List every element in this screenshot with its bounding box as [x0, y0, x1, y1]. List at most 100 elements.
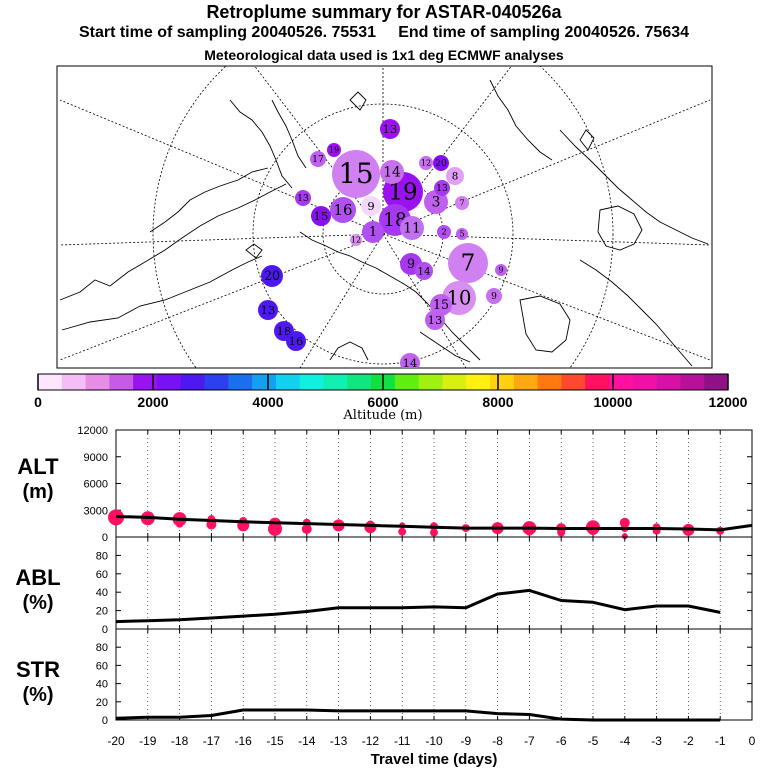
cluster-circle: [495, 264, 507, 276]
colorbar-swatch: [442, 374, 467, 390]
cluster-circle: [332, 150, 380, 198]
map-cluster: 15: [311, 206, 331, 226]
panel-ytick-label: 12000: [77, 425, 108, 437]
map-cluster: 7: [455, 196, 469, 210]
cluster-circle: [327, 143, 341, 157]
map-cluster: 13: [295, 190, 311, 206]
colorbar-swatch: [394, 374, 420, 390]
alt-data-point: [301, 523, 312, 534]
cluster-circle: [295, 190, 311, 206]
cluster-circle: [361, 196, 381, 216]
colorbar-swatch: [656, 374, 681, 390]
panel-ytick-label: 40: [96, 679, 108, 691]
map-cluster: 5: [456, 228, 468, 240]
cluster-circle: [380, 119, 400, 139]
cluster-label: 20: [264, 268, 280, 283]
colorbar-swatch: [585, 374, 610, 390]
map-cluster: 2: [437, 225, 451, 239]
alt-data-point: [557, 528, 566, 537]
map-cluster: 1: [362, 221, 384, 243]
cluster-label: 9: [498, 265, 503, 274]
panel-ytick-label: 80: [96, 550, 108, 562]
cluster-label: 13: [428, 313, 443, 327]
colorbar-tick-label: 12000: [709, 394, 748, 410]
x-axis-label: Travel time (days): [371, 751, 498, 768]
colorbar-swatch: [299, 374, 325, 390]
colorbar-swatch: [513, 374, 539, 390]
map-cluster: 9: [495, 264, 507, 276]
x-tick-label: -17: [203, 734, 221, 748]
cluster-circle: [433, 155, 449, 171]
cluster-circle: [448, 243, 488, 283]
cluster-label: 13: [297, 193, 309, 204]
colorbar-tick-label: 0: [34, 394, 42, 410]
colorbar-swatch: [418, 374, 443, 390]
cluster-label: 18: [277, 324, 292, 338]
cluster-label: 1: [369, 224, 377, 239]
cluster-circle: [400, 353, 420, 368]
cluster-circle: [286, 331, 306, 351]
map-cluster: 14: [415, 262, 433, 280]
panel-unit: (%): [22, 684, 53, 706]
cluster-circle: [362, 221, 384, 243]
panel-ytick-label: 20: [96, 606, 108, 618]
colorbar-tick-label: 10000: [594, 394, 633, 410]
map-cluster: 17: [310, 151, 326, 167]
panel-series-line: [115, 588, 721, 624]
x-tick-label: -10: [425, 734, 443, 748]
cluster-label: 16: [289, 334, 304, 348]
cluster-label: 17: [312, 154, 324, 165]
cluster-label: 7: [459, 199, 464, 208]
map-cluster: 19: [327, 143, 341, 157]
colorbar-swatch: [109, 374, 134, 390]
panel-ytick-label: 80: [96, 642, 108, 654]
x-tick-label: -5: [588, 734, 599, 748]
polar-map: 1519181431611191513171920128137137101513…: [56, 65, 713, 370]
cluster-circle: [419, 156, 433, 170]
cluster-circle: [446, 167, 464, 185]
sampling-times: Start time of sampling 20040526. 75531 E…: [78, 24, 690, 41]
colorbar-tick-label: 2000: [137, 394, 168, 410]
x-tick-label: -1: [715, 734, 726, 748]
map-cluster: 13: [258, 300, 278, 320]
panel-ytick-label: 9000: [84, 452, 108, 464]
cluster-label: 14: [403, 356, 418, 370]
panel-ytick-label: 0: [102, 532, 108, 544]
panel-label: ABL: [15, 565, 60, 590]
colorbar-swatch: [704, 374, 729, 390]
cluster-circle: [310, 151, 326, 167]
cluster-label: 9: [367, 199, 374, 213]
x-tick-label: -11: [394, 734, 411, 748]
cluster-circle: [350, 234, 362, 246]
altitude-colorbar: 0 2000 4000 6000 8000 10000 12000 Altitude (m): [34, 373, 748, 423]
x-tick-label: -12: [362, 734, 380, 748]
colorbar-swatch: [609, 374, 634, 390]
panel-ytick-label: 0: [102, 715, 108, 727]
cluster-label: 15: [433, 297, 449, 312]
alt-data-point: [268, 521, 282, 536]
colorbar-swatch: [228, 374, 253, 390]
map-cluster: 13: [434, 180, 450, 196]
alt-data-point: [621, 533, 628, 540]
x-tick-label: -9: [460, 734, 471, 748]
colorbar-tick-label: 4000: [252, 394, 283, 410]
colorbar-swatch: [537, 374, 562, 390]
cluster-label: 9: [491, 291, 497, 302]
panel-ytick-label: 40: [96, 587, 108, 599]
map-cluster: 16: [330, 197, 356, 223]
panel-ytick-label: 20: [96, 697, 108, 709]
map-cluster: 9: [361, 196, 381, 216]
cluster-circle: [330, 197, 356, 223]
map-cluster: 14: [380, 160, 404, 184]
cluster-label: 13: [436, 183, 448, 194]
colorbar-swatch: [680, 374, 705, 390]
colorbar-swatch: [252, 374, 277, 390]
cluster-label: 14: [417, 265, 431, 277]
colorbar-swatch: [561, 374, 586, 390]
cluster-label: 10: [447, 286, 472, 309]
colorbar-swatch: [85, 374, 110, 390]
colorbar-swatch: [133, 374, 158, 390]
colorbar-swatch: [38, 374, 63, 390]
x-tick-label: -7: [524, 734, 535, 748]
cluster-circle: [380, 160, 404, 184]
